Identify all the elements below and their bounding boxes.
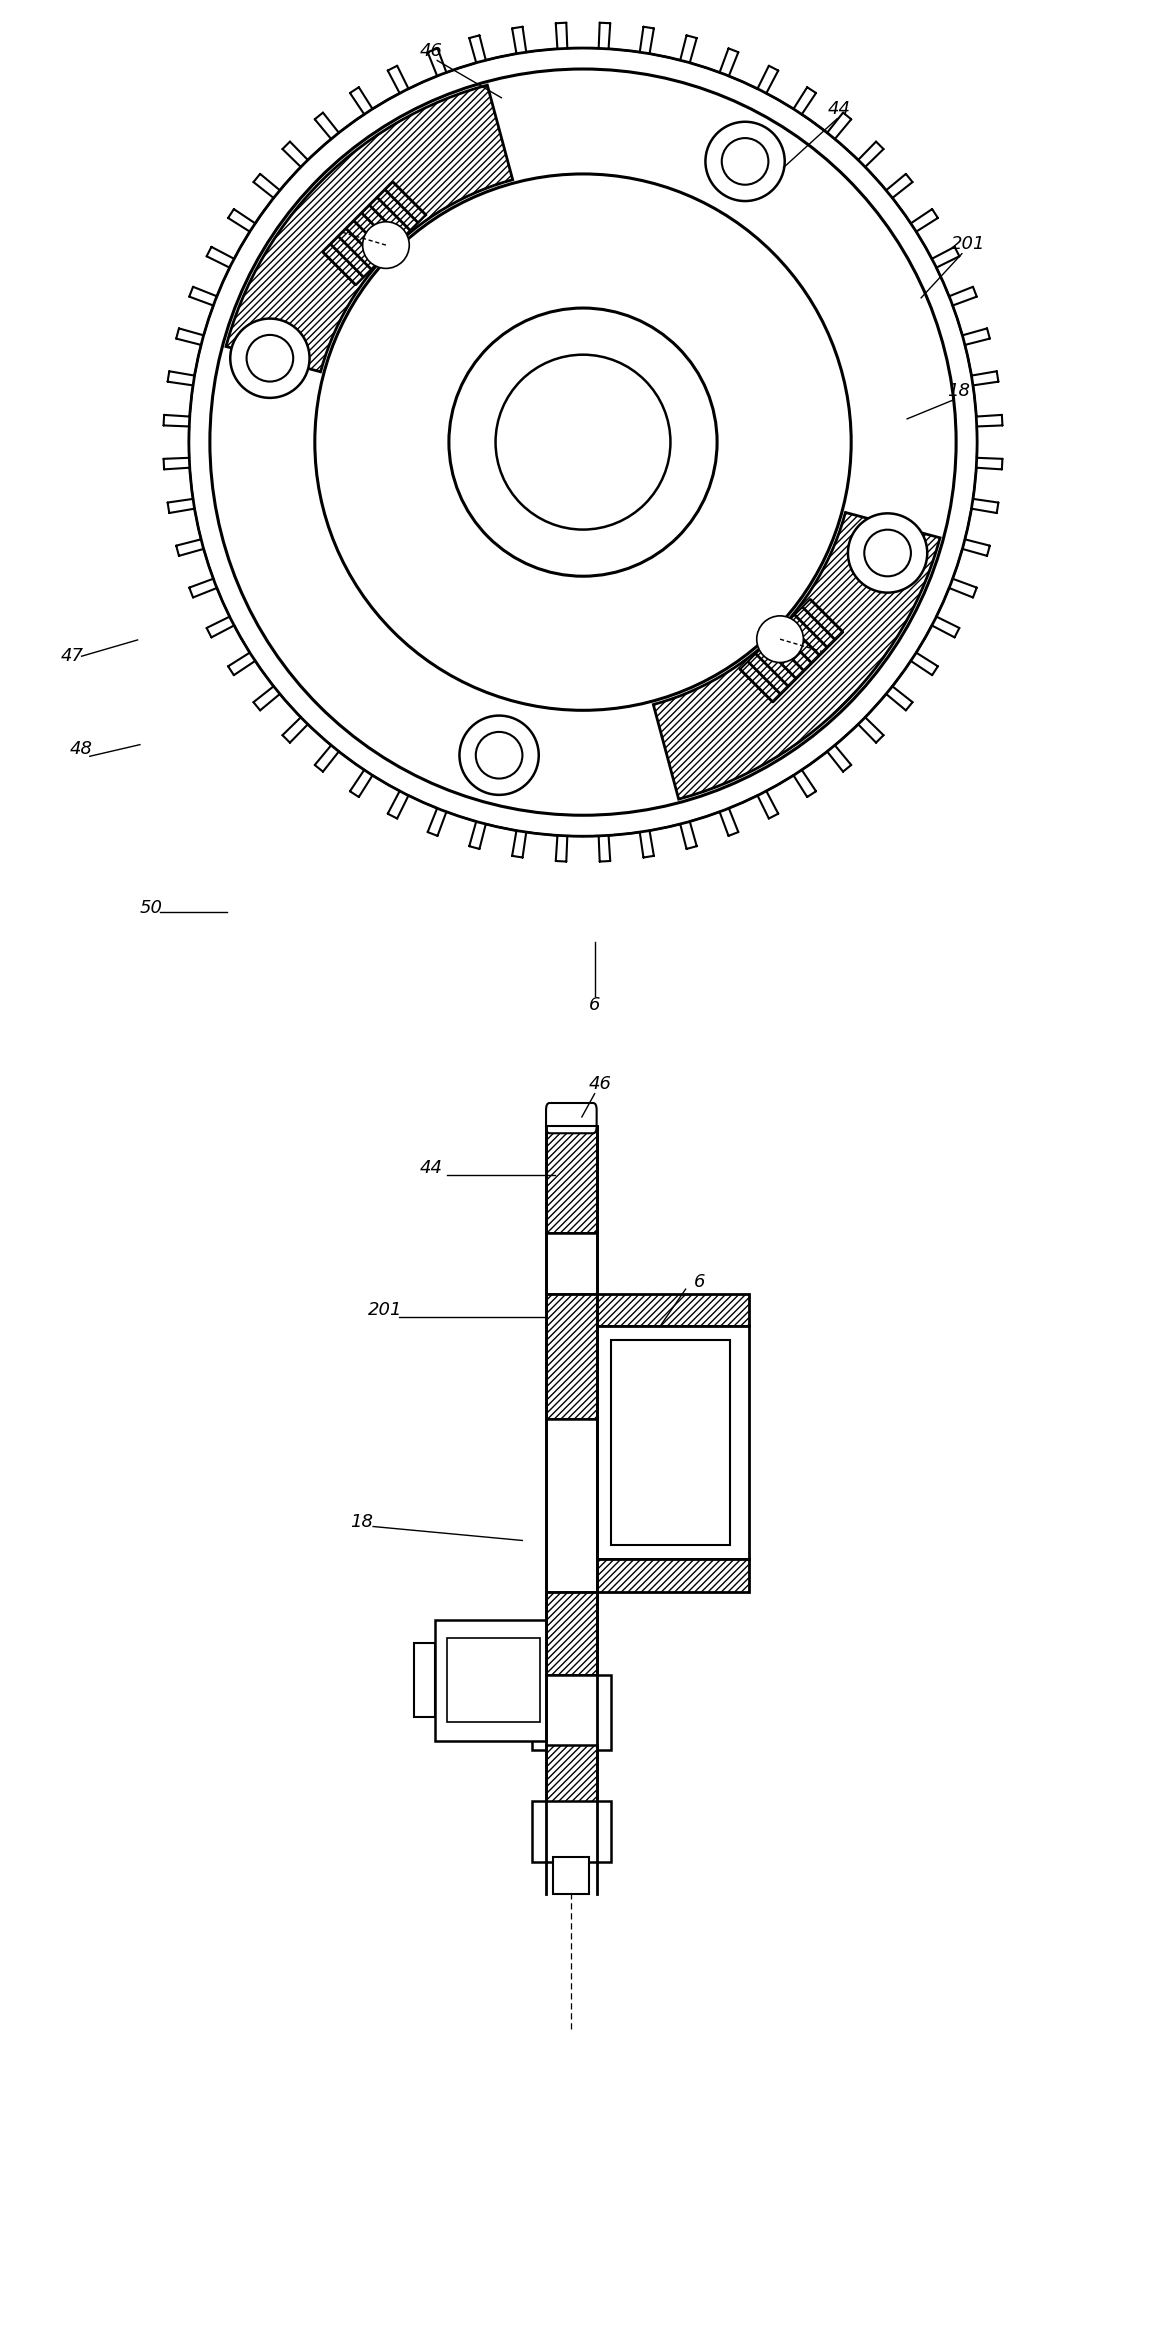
- Text: 46: 46: [420, 42, 443, 61]
- Ellipse shape: [496, 354, 670, 531]
- Polygon shape: [653, 512, 940, 798]
- FancyBboxPatch shape: [546, 1103, 597, 1133]
- Text: 44: 44: [828, 100, 851, 119]
- Ellipse shape: [189, 49, 977, 835]
- Text: 18: 18: [947, 382, 970, 400]
- Bar: [447, 1638, 540, 1722]
- Bar: [549, 1110, 593, 1126]
- Bar: [597, 1326, 749, 1559]
- Bar: [546, 1233, 597, 1294]
- Ellipse shape: [230, 319, 309, 398]
- Bar: [554, 1857, 589, 1894]
- Ellipse shape: [363, 221, 409, 268]
- Bar: [546, 1419, 597, 1592]
- Bar: [597, 1294, 749, 1326]
- Bar: [532, 1675, 611, 1750]
- Polygon shape: [226, 86, 513, 372]
- Bar: [546, 1745, 597, 1806]
- Ellipse shape: [848, 514, 927, 593]
- Text: 47: 47: [61, 647, 84, 666]
- Text: 6: 6: [694, 1273, 705, 1291]
- Ellipse shape: [476, 733, 522, 780]
- Ellipse shape: [210, 70, 956, 814]
- Ellipse shape: [705, 121, 785, 200]
- Text: 6: 6: [589, 996, 600, 1015]
- Bar: [546, 1126, 597, 1233]
- Text: 46: 46: [589, 1075, 612, 1094]
- Bar: [597, 1559, 749, 1592]
- Ellipse shape: [864, 531, 911, 577]
- Bar: [546, 1294, 597, 1419]
- Text: 18: 18: [350, 1513, 373, 1531]
- Bar: [435, 1620, 546, 1741]
- Ellipse shape: [449, 307, 717, 577]
- Ellipse shape: [459, 717, 539, 796]
- Text: 201: 201: [950, 235, 985, 254]
- Bar: [414, 1643, 435, 1717]
- Text: 50: 50: [140, 898, 163, 917]
- Bar: [546, 1592, 597, 1675]
- Bar: [611, 1340, 730, 1545]
- Bar: [532, 1801, 611, 1862]
- Ellipse shape: [722, 137, 768, 184]
- Ellipse shape: [315, 175, 851, 710]
- Text: 201: 201: [367, 1301, 402, 1319]
- Text: 44: 44: [420, 1159, 443, 1177]
- Text: 48: 48: [70, 740, 93, 759]
- Ellipse shape: [757, 617, 803, 663]
- Ellipse shape: [246, 335, 293, 382]
